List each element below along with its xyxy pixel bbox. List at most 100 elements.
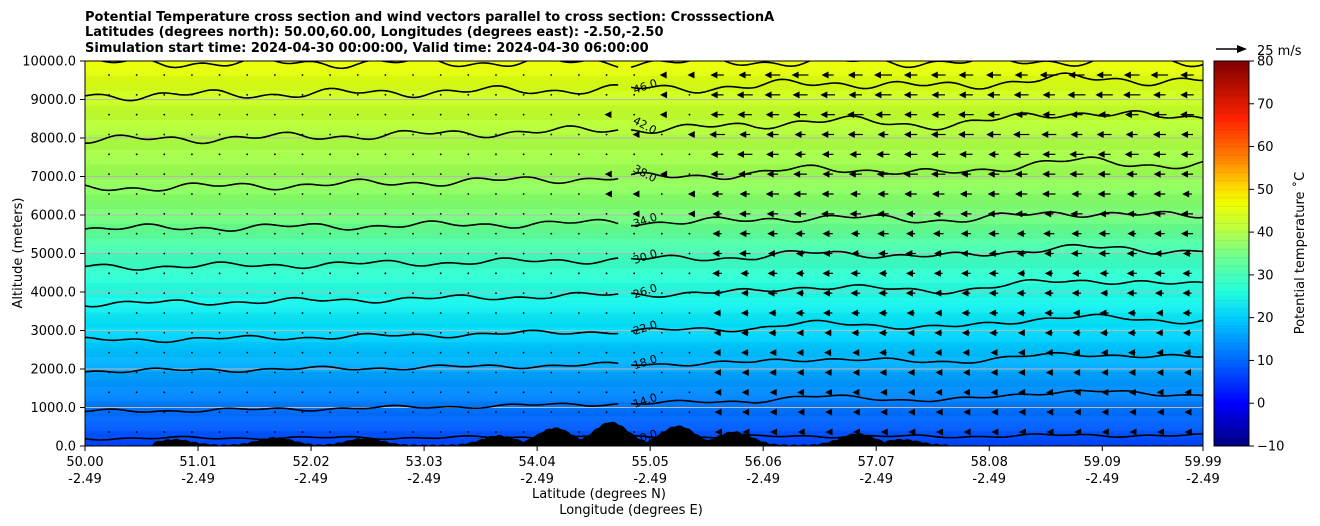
wind-vector-dot [246,74,249,76]
wind-vector [1101,388,1109,396]
wind-vector [384,391,387,394]
wind-vector-dot [633,331,636,334]
wind-vector-dot [577,153,580,156]
wind-vector [1042,111,1056,119]
wind-vector-head [876,170,884,178]
wind-vector-head [1126,250,1134,257]
wind-vector [135,193,138,195]
wind-vector-dot [439,292,442,295]
wind-vector [108,371,110,374]
wind-vector-dot [301,292,304,295]
wind-vector-dot [495,351,497,354]
wind-vector-dot [577,292,580,295]
wind-vector-head [825,408,833,416]
wind-vector [550,113,553,116]
wind-vector-dot [218,331,221,334]
wind-vector-head [825,388,833,396]
wind-vector [1182,269,1192,277]
wind-vector-dot [108,411,110,414]
wind-vector [1099,329,1109,337]
wind-vector [1096,71,1112,79]
wind-vector [191,411,193,414]
wind-vector-head [632,131,640,138]
wind-vector-head [1046,428,1054,436]
wind-vector [960,230,971,238]
wind-vector-dot [384,312,387,314]
wind-vector [384,212,387,215]
wind-vector [577,232,580,235]
wind-vector [218,74,221,76]
wind-vector [412,431,414,433]
wind-vector-dot [108,331,110,334]
wind-vector [660,292,663,295]
wind-vector-head [987,190,995,198]
wind-vector [660,212,663,215]
wind-vector-dot [218,411,221,414]
x-tick-label-longitude: -2.49 [520,472,554,487]
wind-vector-head [792,111,800,119]
wind-vector-head [794,131,802,138]
wind-vector-dot [412,272,414,275]
wind-vector-dot [273,312,276,314]
wind-vector-head [935,408,943,416]
wind-vector [301,173,304,176]
wind-vector-head [1153,210,1161,218]
wind-vector-dot [384,93,387,96]
wind-vector-dot [633,153,636,156]
wind-vector-dot [163,431,166,433]
wind-vector [991,408,999,416]
wind-vector-head [793,170,801,178]
wind-vector-dot [495,292,497,295]
wind-vector [851,329,860,337]
wind-vector [412,351,414,354]
wind-vector [1180,230,1194,238]
wind-vector [163,133,166,136]
color-band [85,298,1203,313]
wind-vector [852,349,860,357]
wind-vector-dot [522,74,525,76]
wind-vector [135,371,138,374]
wind-vector [822,230,833,238]
wind-vector [412,411,414,414]
wind-vector [522,411,525,414]
wind-vector-head [1016,230,1024,238]
wind-vector [712,289,722,297]
wind-vector-dot [356,371,359,374]
wind-vector-head [1150,71,1158,79]
wind-vector [659,71,667,79]
wind-vector [958,111,974,119]
wind-vector-head [687,210,695,218]
wind-vector [1152,150,1166,158]
wind-vector-head [1044,309,1052,317]
wind-vector-dot [329,133,332,136]
wind-vector-dot [246,272,249,275]
wind-vector-dot [108,252,110,255]
wind-vector [467,391,470,394]
wind-vector [135,391,138,394]
wind-vector-head [712,230,720,238]
wind-vector [1017,329,1025,337]
wind-vector [605,272,608,275]
wind-vector-head [1041,131,1049,138]
wind-vector [439,272,442,275]
wind-vector [688,93,691,96]
wind-vector-head [1017,329,1025,337]
wind-vector [632,210,640,218]
wind-vector [550,133,553,136]
wind-vector-head [739,250,747,257]
wind-vector-dot [633,391,636,394]
wind-vector [632,131,640,138]
wind-vector [329,252,332,255]
wind-vector [191,431,193,433]
wind-vector-head [1180,150,1188,158]
wind-vector [191,212,193,215]
wind-vector-dot [301,351,304,354]
wind-vector [522,232,525,235]
wind-vector-head [847,131,855,138]
wind-vector [605,312,608,314]
isentrope-26.0 [85,278,1203,308]
wind-vector [1153,190,1166,198]
wind-vector-dot [495,93,497,96]
wind-vector-dot [191,391,193,394]
wind-vector-head [1128,349,1136,357]
